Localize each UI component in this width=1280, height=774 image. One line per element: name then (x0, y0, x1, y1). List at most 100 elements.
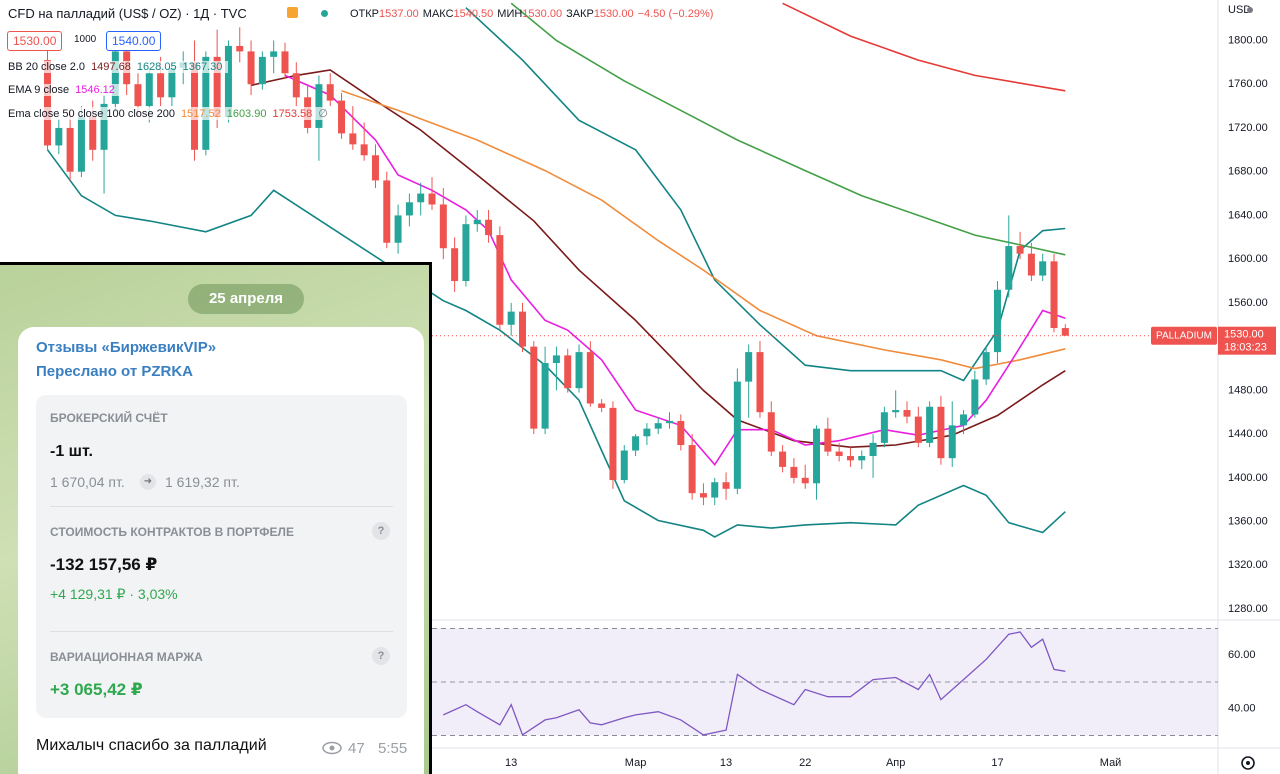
value-change: +4 129,31 ₽ · 3,03% (50, 586, 178, 602)
candle-body (236, 45, 244, 52)
candle-body (575, 352, 583, 389)
rsi-line (443, 631, 1066, 736)
help-icon[interactable]: ? (372, 522, 390, 540)
legend-value: 1367.30 (182, 61, 223, 73)
candle-body (937, 406, 945, 459)
value: -132 157,56 ₽ (50, 555, 158, 574)
y-tick-label: 1600.00 (1228, 253, 1268, 265)
candle-body (315, 84, 323, 128)
settings-icon[interactable] (1241, 756, 1255, 770)
forwarded[interactable]: Переслано от PZRKA (36, 363, 194, 380)
ohlc-label: МАКС (422, 8, 454, 20)
candle-body (1050, 261, 1058, 329)
ohlc-value: 1537.00 (379, 8, 419, 20)
candle-body (982, 352, 990, 380)
y-tick-label: 1760.00 (1228, 78, 1268, 90)
candle-body (394, 215, 402, 243)
candle-body (960, 414, 968, 426)
quantity: -1 шт. (50, 443, 93, 460)
candle-body (869, 442, 877, 456)
candle-body (892, 410, 900, 413)
ohlc-value: 1530.00 (593, 8, 634, 20)
candle-body (111, 51, 119, 104)
candle-body (518, 311, 526, 347)
y-tick-label: 1480.00 (1228, 384, 1268, 396)
price-to: 1 619,32 пт. (165, 474, 240, 490)
candle-body (926, 406, 934, 443)
channel[interactable]: Отзывы «БиржевикVIP» (36, 339, 217, 356)
currency[interactable]: USD (1228, 4, 1251, 16)
y-tick-label: 1360.00 (1228, 515, 1268, 527)
legend-row: BB 20 close 2.0 1497.68 1628.05 1367.30 (8, 61, 229, 73)
help-icon[interactable]: ? (372, 647, 390, 665)
x-tick-label: Мар (625, 757, 647, 769)
candle-body (202, 56, 210, 150)
candle-body (224, 45, 232, 118)
divider (50, 631, 393, 632)
legend-label: Ema close 50 close 100 close 200 (8, 108, 175, 120)
indicator-line (782, 2, 1066, 92)
candle-body (507, 311, 515, 325)
value-label: СТОИМОСТЬ КОНТРАКТОВ В ПОРТФЕЛЕ (50, 525, 294, 539)
legend-row: Ema close 50 close 100 close 200 1517.52 1… (8, 107, 334, 120)
indicator-line (250, 69, 1066, 449)
candle-body (733, 381, 741, 489)
candle-body (1027, 253, 1035, 276)
y-tick-label: 1720.00 (1228, 122, 1268, 134)
candle-body (699, 493, 707, 498)
candle-body (745, 352, 753, 382)
candle-body (948, 425, 956, 459)
arrow-icon: ➜ (140, 474, 156, 490)
candle-body (666, 420, 674, 424)
legend-value: 1603.90 (226, 108, 267, 120)
axes: 1280.001320.001360.001400.001440.001480.… (505, 34, 1276, 769)
candle-body (824, 428, 832, 452)
candle-body (552, 355, 560, 364)
candle-body (1005, 246, 1013, 290)
legend-value: 1546.12 (75, 84, 115, 96)
price-tag-bg (1218, 326, 1276, 355)
legend-value: ∅ (318, 108, 328, 120)
x-tick-label: 13 (505, 757, 517, 769)
ohlc-label: ЗАКР (566, 8, 594, 20)
status-dot (321, 10, 328, 17)
candle-body (688, 445, 696, 494)
candle-body (1039, 261, 1047, 276)
candle-body (338, 100, 346, 134)
candle-body (654, 423, 662, 429)
candle-body (326, 84, 334, 101)
candle-body (530, 346, 538, 429)
candle-body (586, 352, 594, 404)
candle-body (677, 420, 685, 446)
views-icon (322, 741, 342, 755)
candle-body (168, 67, 176, 98)
legend-row: EMA 9 close 1546.12 (8, 84, 121, 96)
ohlc-item: МИН1530.00 (497, 8, 562, 20)
candle-body (145, 73, 153, 107)
ohlc-item: ОТКР1537.00 (350, 8, 419, 20)
sell-button[interactable]: 1530.00 (7, 31, 63, 51)
y-tick-label: 1560.00 (1228, 297, 1268, 309)
candle-body (914, 416, 922, 443)
ohlc-item: МАКС1540.50 (423, 8, 494, 20)
message-text: Михалыч спасибо за палладий (36, 737, 267, 754)
last-price: 1530.00 (1224, 329, 1264, 341)
account-label: БРОКЕРСКИЙ СЧЁТ (50, 411, 168, 425)
candle-body (258, 56, 266, 85)
y-tick-label: 1400.00 (1228, 472, 1268, 484)
symbol-tag-bg (1151, 326, 1217, 345)
candle-body (134, 84, 142, 107)
candle-body (473, 219, 481, 225)
ohlc-row: ОТКР1537.00 МАКС1540.50 МИН1530.00 ЗАКР1530… (350, 8, 719, 20)
margin: +3 065,42 ₽ (50, 680, 143, 699)
candle-body (439, 204, 447, 249)
divider (50, 506, 393, 507)
ohlc-item: ЗАКР1530.00 (566, 8, 634, 20)
y-tick-label: 1280.00 (1228, 603, 1268, 615)
candle-body (247, 51, 255, 85)
candle-body (66, 127, 74, 172)
candle-body (485, 219, 493, 236)
candle-body (711, 482, 719, 498)
buy-button[interactable]: 1540.00 (106, 31, 162, 51)
candle-body (1061, 328, 1069, 336)
